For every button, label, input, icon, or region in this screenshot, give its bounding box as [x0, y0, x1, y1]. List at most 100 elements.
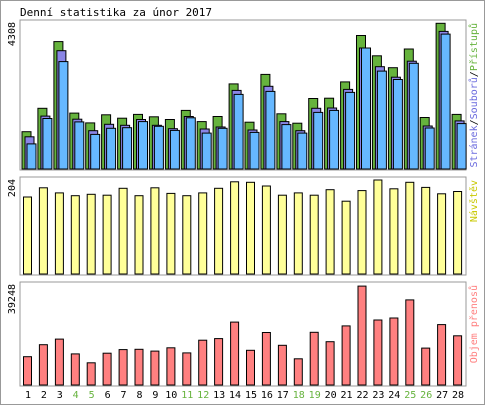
- bar-visits: [357, 190, 367, 275]
- x-tick-label: 3: [57, 390, 63, 401]
- bar-stránek: [313, 111, 324, 170]
- legend-entry: Stránek: [468, 125, 480, 167]
- x-tick-label: 11: [181, 390, 193, 401]
- bar-transfer: [246, 349, 255, 386]
- x-tick-label: 7: [120, 390, 126, 401]
- bar-stránek: [233, 93, 244, 170]
- x-tick-label: 10: [165, 390, 177, 401]
- bar-stránek: [345, 91, 356, 170]
- bar-stránek: [106, 127, 117, 170]
- bar-stránek: [26, 143, 37, 170]
- bar-transfer: [182, 352, 192, 386]
- bar-visits: [150, 187, 160, 275]
- bar-transfer: [118, 349, 128, 386]
- bar-stránek: [58, 61, 69, 170]
- x-tick-label: 28: [452, 390, 464, 401]
- legend: Návštěv: [468, 180, 480, 222]
- bar-visits: [86, 193, 96, 275]
- bar-stránek: [249, 131, 260, 170]
- bar-transfer: [102, 352, 112, 386]
- bar-visits: [277, 194, 287, 275]
- legend-entry: Objem přenosů: [468, 285, 480, 363]
- y-max-label: 4308: [7, 22, 18, 46]
- bar-visits: [437, 193, 447, 275]
- bar-stránek: [456, 123, 467, 170]
- bar-stránek: [217, 127, 228, 170]
- bar-stránek: [376, 70, 387, 170]
- bar-transfer: [214, 338, 224, 386]
- y-max-label: 39248: [7, 284, 18, 314]
- bar-stránek: [361, 47, 371, 170]
- x-tick-label: 25: [404, 390, 416, 401]
- bar-transfer: [166, 347, 176, 386]
- x-tick-label: 12: [197, 390, 209, 401]
- bar-transfer: [277, 344, 287, 386]
- x-tick-label: 24: [388, 390, 400, 401]
- bar-visits: [70, 195, 80, 275]
- bar-visits: [389, 188, 399, 275]
- bar-transfer: [23, 356, 32, 386]
- x-tick-label: 19: [309, 390, 321, 401]
- x-tick-label: 22: [356, 390, 368, 401]
- bar-stránek: [440, 33, 451, 170]
- chart-title: Denní statistika za únor 2017: [20, 6, 212, 19]
- bar-visits: [373, 179, 383, 275]
- x-tick-label: 20: [325, 390, 337, 401]
- bar-stránek: [122, 127, 133, 170]
- bar-transfer: [38, 344, 48, 386]
- bar-stránek: [185, 117, 196, 170]
- bar-transfer: [70, 353, 80, 386]
- bar-transfer: [150, 350, 160, 386]
- bar-transfer: [309, 331, 319, 386]
- x-tick-label: 14: [229, 390, 241, 401]
- bar-visits: [102, 194, 112, 275]
- x-tick-label: 5: [89, 390, 95, 401]
- bar-stránek: [281, 124, 292, 170]
- panel-3: 39248 Objem přenosů: [7, 281, 480, 387]
- x-tick-label: 16: [261, 390, 273, 401]
- bar-transfer: [86, 362, 96, 386]
- bar-visits: [246, 181, 255, 275]
- x-tick-label: 9: [152, 390, 158, 401]
- x-tick-label: 17: [277, 390, 289, 401]
- bar-stránek: [138, 121, 148, 170]
- bar-visits: [214, 187, 224, 275]
- bar-transfer: [453, 335, 463, 386]
- bar-transfer: [373, 319, 383, 386]
- legend-separator: /: [469, 119, 480, 125]
- legend-entry: Souborů: [468, 77, 480, 119]
- x-axis-labels: 1 2 3 4 5 6 7 8 9 10 11 12 13 14 15 16 17 18 19 20 21 22 23 24 2…: [25, 390, 464, 401]
- bar-transfer: [421, 347, 431, 386]
- bar-transfer: [341, 325, 351, 386]
- bar-transfer: [261, 332, 271, 386]
- legend-separator: /: [469, 71, 480, 77]
- bar-transfer: [230, 321, 240, 386]
- bar-visits: [261, 185, 271, 275]
- bar-visits: [293, 192, 303, 275]
- bar-visits: [325, 189, 335, 275]
- bar-stránek: [392, 79, 403, 170]
- bar-transfer: [198, 339, 208, 386]
- bar-transfer: [437, 324, 447, 386]
- x-tick-label: 1: [25, 390, 31, 401]
- x-tick-label: 13: [213, 390, 225, 401]
- bar-visits: [54, 192, 64, 275]
- bar-visits: [23, 196, 32, 275]
- bar-stránek: [153, 125, 164, 170]
- legend: Objem přenosů: [468, 285, 480, 363]
- x-tick-label: 18: [293, 390, 305, 401]
- panel-2: 204 Návštěv: [7, 176, 480, 276]
- bar-stránek: [329, 109, 340, 170]
- bar-transfer: [54, 338, 64, 386]
- bar-stránek: [169, 129, 180, 170]
- bar-stránek: [408, 62, 419, 170]
- bar-visits: [453, 191, 463, 275]
- bar-stránek: [90, 133, 101, 170]
- x-tick-label: 27: [436, 390, 448, 401]
- bar-transfer: [357, 285, 367, 386]
- legend: Stránek/Souborů/Přístupů: [468, 23, 480, 168]
- legend-entry: Přístupů: [468, 23, 480, 71]
- bar-stránek: [201, 132, 212, 170]
